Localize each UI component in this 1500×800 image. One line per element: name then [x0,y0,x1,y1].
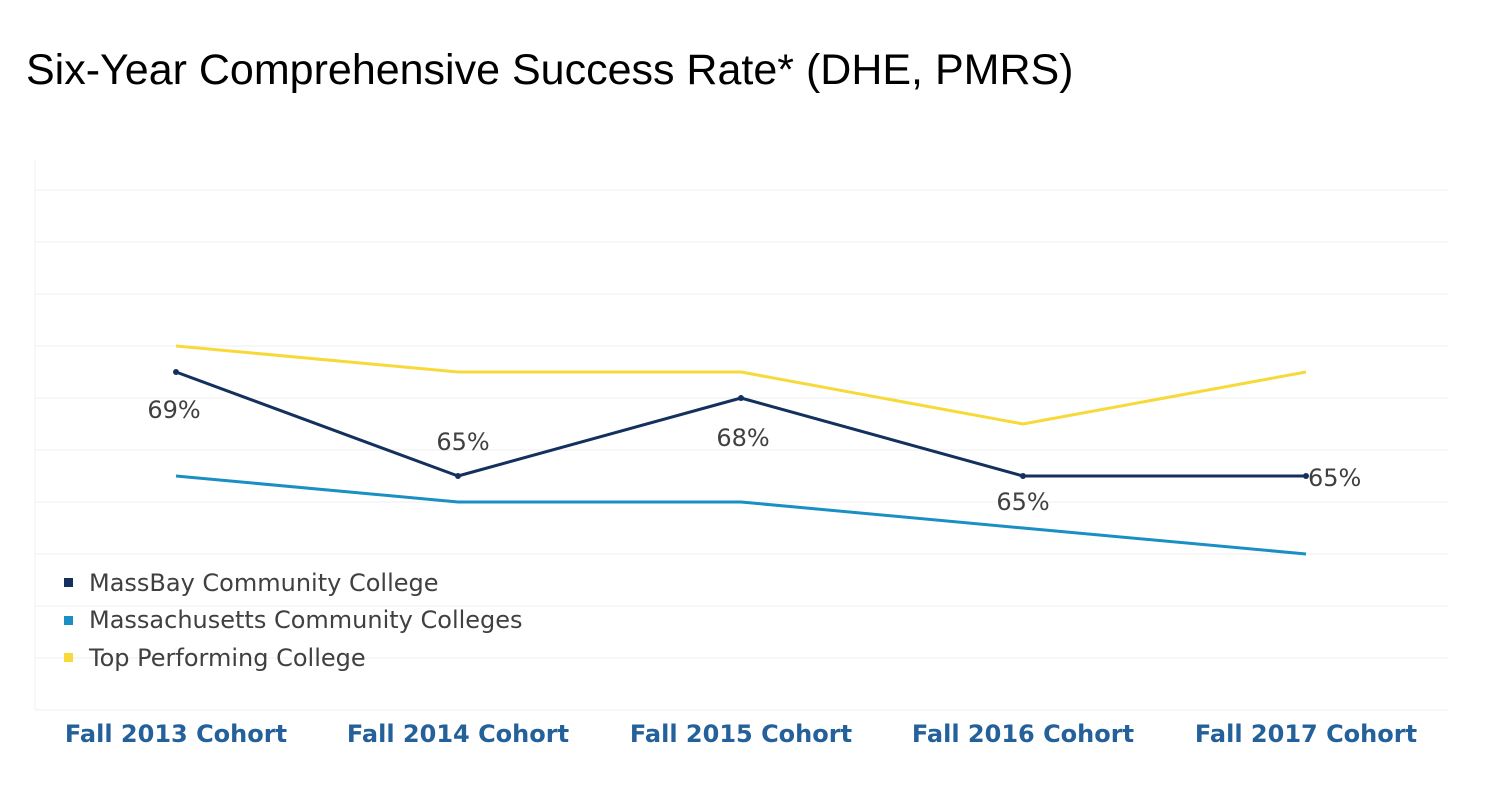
data-labels: 69% 65% 68% 65% 65% [147,396,1361,516]
data-label: 65% [436,428,489,456]
legend-label: Top Performing College [89,643,366,672]
gridlines [34,160,1448,711]
legend-item: Massachusetts Community Colleges [64,602,523,640]
data-point [1303,473,1309,479]
legend-label: Massachusetts Community Colleges [89,606,523,635]
data-point [1020,473,1026,479]
legend-swatch [64,578,73,588]
legend-item: MassBay Community College [64,564,523,602]
data-point [738,395,744,401]
data-point [455,473,461,479]
legend-item: Top Performing College [64,639,523,677]
x-tick-label: Fall 2016 Cohort [912,720,1134,748]
data-label: 65% [996,488,1049,516]
legend-swatch [64,653,73,663]
x-axis-tick-labels: Fall 2013 Cohort Fall 2014 Cohort Fall 201… [65,720,1417,748]
x-tick-label: Fall 2014 Cohort [347,720,569,748]
x-tick-label: Fall 2013 Cohort [65,720,287,748]
data-point [173,369,179,375]
series-line [175,344,1307,426]
legend: MassBay Community College Massachusetts … [64,564,523,677]
chart-title: Six-Year Comprehensive Success Rate* (DH… [26,46,1074,94]
data-points [173,369,1309,479]
legend-swatch [64,615,73,625]
data-label: 68% [716,424,769,452]
data-label: 69% [147,396,200,424]
series-line [175,474,1307,556]
data-label: 65% [1308,464,1361,492]
x-tick-label: Fall 2015 Cohort [630,720,852,748]
legend-label: MassBay Community College [89,568,439,597]
x-tick-label: Fall 2017 Cohort [1195,720,1417,748]
